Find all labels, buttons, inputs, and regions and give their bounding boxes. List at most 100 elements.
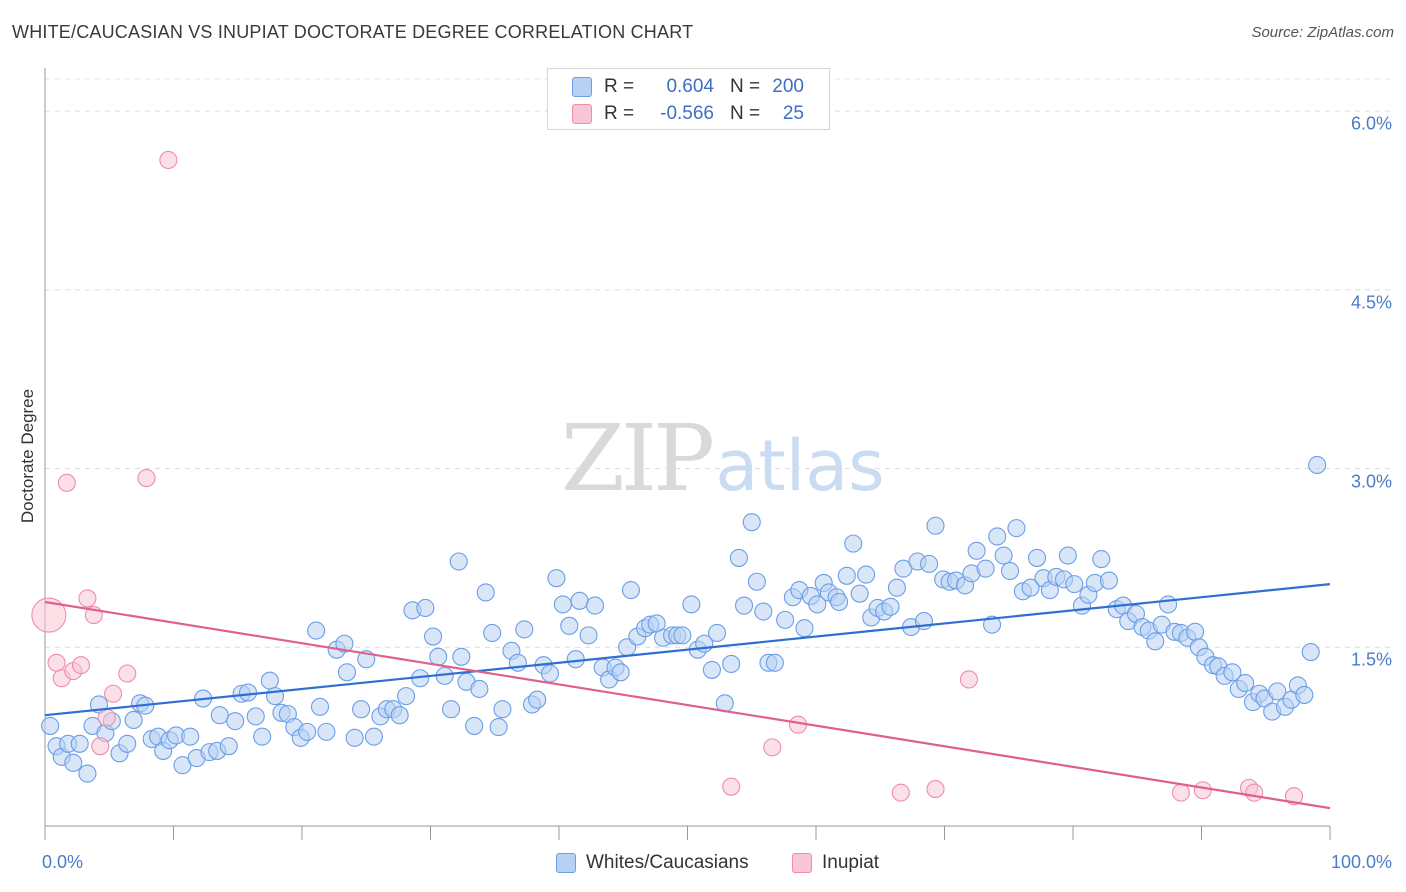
whites-data-point [742, 513, 761, 532]
whites-data-point [416, 598, 435, 618]
legend-n-value: 25 [782, 103, 804, 124]
legend-r-value: -0.566 [660, 103, 714, 124]
whites-data-point [70, 734, 89, 753]
inupiat-data-point [926, 780, 945, 799]
whites-data-point [528, 690, 547, 709]
inupiat-data-point [118, 664, 137, 683]
whites-data-point [988, 527, 1007, 546]
whites-data-point [493, 700, 512, 719]
whites-data-point [253, 727, 272, 746]
whites-data-point [1146, 632, 1165, 651]
legend-item-whites[interactable]: Whites/Caucasians [556, 852, 749, 874]
legend-r-label: R = [604, 103, 635, 124]
legend-swatch-inupiat [572, 104, 592, 124]
whites-data-point [483, 623, 502, 643]
whites-data-point [1000, 561, 1020, 581]
whites-data-point [994, 546, 1013, 565]
inupiat-data-point [959, 670, 978, 689]
source-label: Source: ZipAtlas.com [1251, 24, 1394, 41]
whites-data-point [1186, 622, 1205, 641]
x-tick-label-max: 100.0% [1330, 852, 1392, 872]
whites-data-point [64, 753, 83, 772]
whites-data-point [219, 737, 238, 756]
whites-data-point [210, 706, 229, 725]
whites-data-point [754, 602, 773, 621]
inupiat-data-point [763, 738, 782, 757]
whites-data-point [307, 621, 326, 640]
inupiat-data-point [1284, 787, 1304, 806]
whites-data-point [887, 578, 907, 597]
whites-data-point [729, 548, 748, 567]
whites-data-point [926, 516, 945, 535]
whites-data-point [857, 565, 876, 584]
whites-data-point [1099, 571, 1119, 590]
whites-data-point [246, 707, 265, 726]
legend-n-label: N = [730, 76, 761, 97]
whites-data-point [920, 554, 939, 573]
inupiat-data-point [722, 777, 741, 796]
whites-data-point [345, 728, 364, 747]
legend-label-whites: Whites/Caucasians [586, 852, 749, 873]
whites-data-point [173, 756, 192, 775]
whites-data-point [317, 722, 336, 741]
whites-data-point [1268, 682, 1287, 701]
whites-data-point [570, 591, 589, 610]
inupiat-data-point [78, 589, 97, 608]
whites-data-point [298, 722, 317, 741]
whites-data-point [722, 654, 741, 674]
whites-data-point [765, 653, 784, 672]
whites-data-point [734, 596, 754, 615]
whites-data-point [976, 559, 995, 578]
whites-data-point [470, 679, 489, 699]
inupiat-data-point [71, 656, 91, 675]
whites-data-point [585, 596, 605, 615]
whites-data-point [1159, 595, 1178, 614]
inupiat-data-point [91, 737, 110, 756]
whites-data-point [702, 660, 721, 679]
x-tick-label-min: 0.0% [42, 852, 84, 872]
whites-data-point [1007, 519, 1026, 538]
whites-data-point [894, 559, 913, 578]
inupiat-data-point [1245, 783, 1264, 802]
whites-data-point [352, 700, 371, 719]
whites-data-point [566, 650, 585, 669]
inupiat-data-point [159, 150, 178, 170]
whites-data-point [579, 626, 598, 645]
y-tick-label: 4.5% [1350, 292, 1392, 313]
whites-data-point [465, 716, 484, 735]
chart-title: WHITE/CAUCASIAN VS INUPIAT DOCTORATE DEG… [12, 22, 694, 42]
whites-data-point [1065, 575, 1084, 594]
y-tick-label: 3.0% [1350, 471, 1392, 492]
whites-data-point [1092, 550, 1111, 569]
y-tick-label: 6.0% [1350, 113, 1392, 134]
whites-data-point [124, 710, 143, 730]
whites-data-point [442, 700, 461, 719]
whites-data-point [476, 583, 495, 602]
whites-data-point [508, 653, 527, 672]
legend-n-value: 200 [772, 76, 804, 97]
whites-data-point [181, 727, 200, 746]
whites-data-point [390, 706, 409, 725]
whites-data-point [1295, 685, 1314, 704]
whites-data-point [78, 764, 97, 783]
whites-data-point [611, 663, 630, 682]
inupiat-trend-line [44, 600, 1331, 810]
whites-data-point [1223, 663, 1242, 682]
legend-item-inupiat[interactable]: Inupiat [792, 852, 879, 874]
legend-row-inupiat: R = -0.566 N = 25 [572, 102, 804, 126]
whites-data-point [238, 683, 258, 702]
whites-data-point [489, 718, 508, 737]
legend-swatch-whites [556, 853, 576, 873]
inupiat-data-point [31, 597, 67, 633]
whites-data-point [424, 627, 443, 646]
whites-data-point [837, 566, 856, 585]
legend-swatch-whites [572, 77, 592, 97]
legend-r-value: 0.604 [666, 76, 714, 97]
whites-data-point [967, 541, 986, 560]
whites-data-point [1308, 455, 1327, 475]
watermark-zip: ZIP [561, 405, 712, 512]
whites-data-point [364, 727, 384, 746]
whites-data-point [429, 647, 448, 666]
whites-data-point [226, 712, 245, 731]
